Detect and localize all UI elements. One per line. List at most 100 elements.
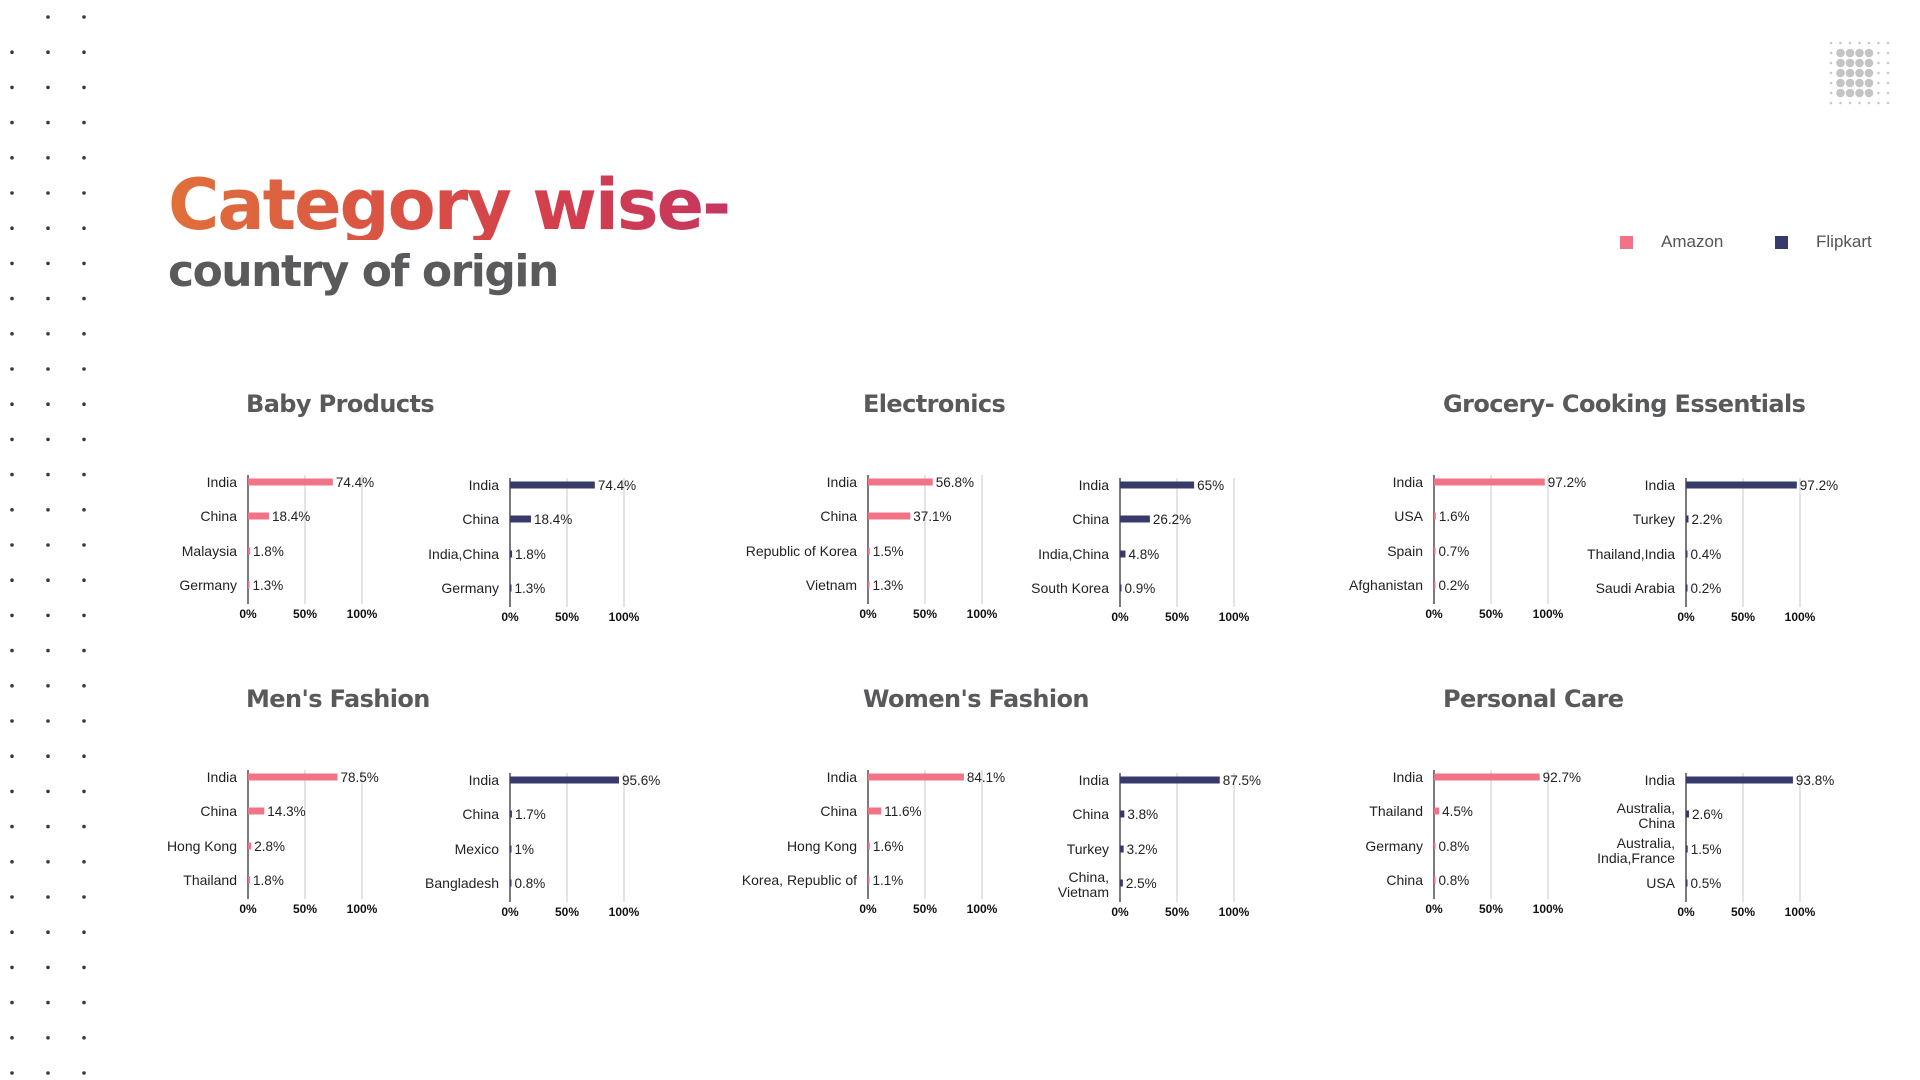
data-label: 0.4% [1691,547,1722,562]
decor-dot [1839,41,1842,45]
tick-label: 0% [859,607,877,621]
decor-dot [82,472,86,477]
decor-dot [82,261,86,266]
tick-label: 100% [347,607,378,621]
decor-dot [82,613,86,618]
bar [510,845,512,853]
data-label: 3.8% [1127,807,1158,822]
decor-dot [1877,41,1880,45]
category-label: India [469,772,500,788]
data-label: 0.2% [1691,581,1722,596]
tick-label: 100% [609,905,640,919]
category-label: Mexico [455,841,500,857]
tick-label: 50% [293,607,317,621]
decor-dot [46,472,50,477]
panel-title: Personal Care [1443,685,1624,713]
tick-label: 0% [1111,905,1129,919]
data-label: 0.8% [1439,839,1470,854]
bar [1686,550,1688,558]
panel-title: Grocery- Cooking Essentials [1443,390,1806,418]
category-label: China [200,508,237,524]
decor-dot [82,15,86,19]
bar [1434,876,1436,884]
amazon-bar-chart: 56.8% India 37.1% China 1.5% Republic of Kore… [746,474,998,621]
decor-dot [10,402,14,407]
tick-label: 100% [1785,905,1816,919]
decor-dot [82,965,86,970]
category-label: Australia, China [1617,800,1676,831]
decor-dot [82,754,86,758]
decor-dot [46,860,50,864]
decor-dot [46,296,50,301]
page-title: Category wise- [168,164,731,246]
bar [510,515,531,523]
bar [1434,807,1440,815]
decor-dot [10,965,14,970]
bar [1686,584,1688,592]
data-label: 1.3% [873,578,904,593]
decor-dot [1867,41,1871,45]
decor-dot [46,613,50,618]
tick-label: 50% [913,902,937,916]
decor-dot [82,1000,86,1005]
decor-dot [10,578,14,582]
bar [1120,879,1123,887]
tick-label: 0% [239,902,257,916]
tick-label: 50% [1165,610,1189,624]
decor-dot [1877,81,1880,85]
tick-label: 100% [1785,610,1816,624]
decor-dot [46,895,50,899]
decor-dot [1886,81,1890,85]
tick-label: 100% [1219,905,1250,919]
panel-title: Baby Products [246,390,435,418]
bar [248,478,333,486]
legend-swatch-flipkart [1775,235,1788,249]
data-label: 18.4% [272,509,310,524]
bar [1120,550,1126,558]
data-label: 3.2% [1127,842,1158,857]
corner-dot-grid [1829,41,1890,105]
data-label: 2.6% [1692,807,1723,822]
tick-label: 0% [1677,610,1695,624]
bar [510,550,513,558]
decor-dot [1829,51,1833,55]
bar [510,584,512,592]
bar [248,807,265,815]
legend-swatch-amazon [1620,235,1633,249]
decor-dot [82,824,86,829]
decor-dot [1848,41,1852,45]
decor-dot [46,789,50,794]
tick-label: 0% [1425,902,1443,916]
decor-dot [46,684,50,688]
data-label: 97.2% [1548,475,1586,490]
tick-label: 50% [1165,905,1189,919]
amazon-bar-chart: 78.5% India 14.3% China 2.8% Hong Kong 1.8% Tha… [167,769,379,916]
bar [1120,845,1124,853]
category-label: India [1393,474,1424,490]
decor-dot [82,789,86,794]
data-label: 1.1% [873,873,904,888]
decor-dot [1886,61,1890,65]
decor-dot [46,965,50,970]
bar [248,547,251,555]
flipkart-bar-chart: 65% India 26.2% China 4.8% India,China 0.9% Sou… [1031,477,1250,624]
bar [510,879,512,887]
category-label: Malaysia [182,543,237,559]
bar [868,512,911,520]
category-label: Germany [179,577,237,593]
category-label: India [1079,477,1110,493]
tick-label: 100% [1533,607,1564,621]
bar [248,773,338,781]
bar [1686,810,1689,818]
legend-label-flipkart: Flipkart [1816,232,1872,251]
flipkart-bar-chart: 97.2% India 2.2% Turkey 0.4% Thailand,India 0.… [1587,477,1838,624]
category-label: China [462,511,499,527]
bar [248,581,250,589]
panel-title: Women's Fashion [863,685,1089,713]
decor-dot [46,156,50,160]
decor-dot [10,226,14,230]
bar [868,773,964,781]
bar [868,842,870,850]
data-label: 14.3% [267,804,305,819]
bar [1120,481,1195,489]
